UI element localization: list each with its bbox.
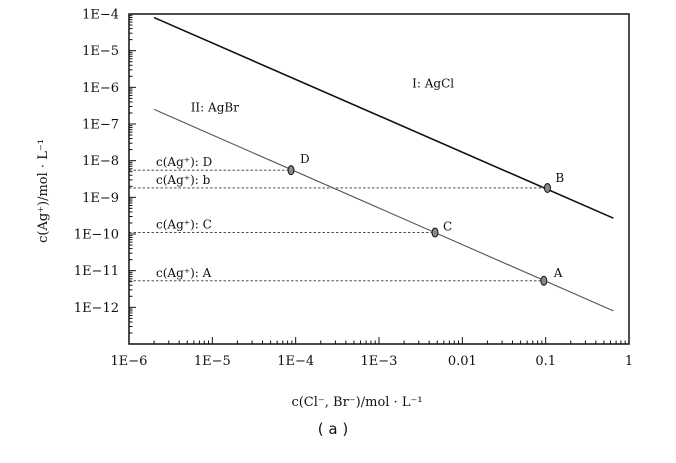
- reference-lines: [129, 169, 548, 282]
- y-tick-label: 1E−12: [74, 301, 119, 316]
- point-B: [543, 182, 551, 193]
- x-tick-label: 1E−4: [277, 354, 314, 369]
- series-lines: [153, 16, 614, 312]
- y-tick-label: 1E−11: [74, 264, 119, 279]
- x-tick-label: 0.1: [535, 354, 556, 369]
- axis-ticks: [128, 13, 630, 345]
- reference-label: c(Ag⁺): D: [156, 155, 212, 169]
- x-tick-label: 0.01: [448, 354, 477, 369]
- point-D: [287, 165, 295, 176]
- x-axis-title: c(Cl⁻, Br⁻)/mol · L⁻¹: [291, 395, 422, 410]
- y-tick-label: 1E−6: [82, 81, 119, 96]
- y-tick-label: 1E−7: [82, 118, 119, 133]
- point-A: [540, 275, 548, 286]
- point-label-A: A: [553, 266, 563, 280]
- x-tick-label: 1E−6: [111, 354, 148, 369]
- point-label-C: C: [443, 219, 452, 233]
- y-tick-label: 1E−10: [74, 228, 119, 243]
- point-label-B: B: [555, 171, 564, 185]
- y-axis-title: c(Ag⁺)/mol · L⁻¹: [36, 139, 51, 243]
- series-name-2: II: AgBr: [191, 100, 240, 114]
- x-tick-label: 1E−5: [194, 354, 231, 369]
- reference-label: c(Ag⁺): A: [156, 266, 212, 280]
- x-tick-label: 1E−3: [361, 354, 398, 369]
- y-tick-label: 1E−4: [82, 8, 119, 23]
- y-tick-label: 1E−5: [82, 44, 119, 59]
- reference-label: c(Ag⁺): C: [156, 217, 212, 231]
- text-labels: 1E−6 1E−5 1E−4 1E−3 0.01 0.1 1 1E−4 1E−5 1E−6 1E−7…: [36, 8, 633, 439]
- series-name-1: I: AgCl: [412, 76, 454, 90]
- series-line-2: [153, 108, 614, 312]
- y-tick-label: 1E−9: [82, 191, 119, 206]
- point-C: [431, 227, 439, 238]
- data-points: [287, 165, 551, 286]
- x-tick-label: 1: [625, 354, 633, 369]
- reference-label: c(Ag⁺): b: [156, 173, 211, 187]
- series-line-1: [153, 16, 614, 219]
- y-tick-label: 1E−8: [82, 154, 119, 169]
- figure-caption: ( a ): [318, 420, 348, 438]
- point-label-D: D: [300, 152, 310, 166]
